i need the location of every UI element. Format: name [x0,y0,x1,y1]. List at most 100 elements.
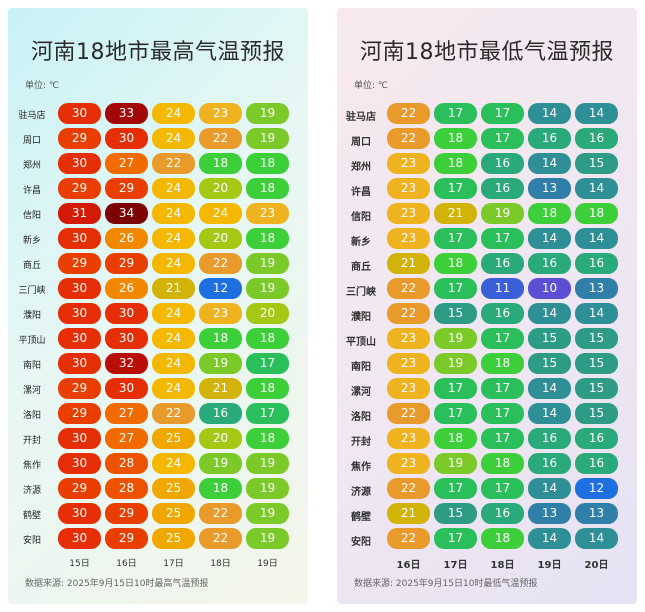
temp-cell: 15 [434,303,477,324]
temp-cell: 30 [58,103,101,124]
temp-cell: 12 [575,478,618,499]
temp-cell: 29 [105,503,148,524]
temp-cell: 19 [199,453,242,474]
temp-cell: 29 [58,478,101,499]
temp-cell: 16 [528,428,571,449]
temp-cell: 23 [387,203,430,224]
temp-cell: 13 [528,178,571,199]
city-label: 驻马店 [346,112,376,123]
temp-cell: 24 [152,228,195,249]
temp-cell: 15 [528,353,571,374]
temp-cell: 15 [575,403,618,424]
temp-cell: 30 [105,378,148,399]
temp-cell: 26 [105,228,148,249]
temp-cell: 34 [105,203,148,224]
temp-cell: 30 [105,328,148,349]
temp-cell: 18 [528,203,571,224]
temp-cell: 24 [152,453,195,474]
city-label: 平顶山 [346,337,376,348]
temp-cell: 25 [152,528,195,549]
temp-cell: 12 [199,278,242,299]
temp-cell: 22 [199,503,242,524]
temp-cell: 19 [199,353,242,374]
temp-cell: 14 [575,178,618,199]
temp-cell: 32 [105,353,148,374]
temp-cell: 16 [481,503,524,524]
temp-cell: 29 [105,253,148,274]
temp-cell: 29 [58,253,101,274]
temp-cell: 14 [528,478,571,499]
temp-cell: 16 [575,428,618,449]
city-label: 濮阳 [22,311,41,321]
temp-cell: 16 [481,253,524,274]
temp-cell: 17 [246,353,289,374]
temp-cell: 18 [246,153,289,174]
temp-cell: 31 [58,203,101,224]
city-label: 洛阳 [22,411,41,421]
temp-cell: 22 [387,103,430,124]
city-label: 商丘 [22,261,41,271]
temp-cell: 10 [528,278,571,299]
temp-cell: 24 [152,178,195,199]
temp-cell: 30 [105,128,148,149]
temp-cell: 17 [481,328,524,349]
temp-cell: 17 [434,103,477,124]
temp-cell: 17 [434,378,477,399]
temp-cell: 15 [434,503,477,524]
temp-cell: 18 [481,528,524,549]
unit-label: 单位: ℃ [25,81,60,91]
temp-cell: 23 [387,428,430,449]
temp-cell: 15 [575,153,618,174]
temp-cell: 20 [246,303,289,324]
temp-cell: 24 [152,203,195,224]
temp-cell: 16 [528,453,571,474]
temp-cell: 30 [58,303,101,324]
city-label: 开封 [351,437,371,448]
temp-cell: 17 [481,228,524,249]
chart-title: 河南18地市最低气温预报 [360,40,614,65]
temp-cell: 25 [152,478,195,499]
temp-cell: 14 [575,303,618,324]
temp-cell: 22 [199,253,242,274]
temp-cell: 11 [481,278,524,299]
temp-cell: 18 [199,153,242,174]
temp-cell: 17 [434,403,477,424]
temp-cell: 27 [105,403,148,424]
temp-cell: 27 [105,428,148,449]
data-source: 数据来源: 2025年9月15日10时最高气温预报 [25,579,209,589]
city-label: 郑州 [22,161,41,171]
temp-cell: 29 [58,378,101,399]
temp-cell: 17 [434,528,477,549]
temp-cell: 19 [246,528,289,549]
city-label: 焦作 [22,461,41,471]
day-label: 16日 [396,560,421,571]
day-label: 15日 [69,559,90,569]
city-label: 焦作 [351,462,371,473]
temp-cell: 14 [575,103,618,124]
temp-cell: 16 [528,128,571,149]
temp-cell: 16 [528,253,571,274]
temp-cell: 21 [387,503,430,524]
temp-cell: 14 [528,528,571,549]
temp-cell: 30 [58,503,101,524]
temp-cell: 29 [105,178,148,199]
temp-cell: 18 [246,378,289,399]
city-label: 鹤壁 [22,511,41,521]
temp-cell: 17 [481,378,524,399]
temp-cell: 24 [152,353,195,374]
temp-cell: 30 [58,278,101,299]
temp-cell: 18 [199,328,242,349]
temp-cell: 28 [105,478,148,499]
temp-cell: 17 [481,128,524,149]
day-label: 18日 [490,560,515,571]
data-source: 数据来源: 2025年9月15日10时最低气温预报 [354,579,538,589]
temp-cell: 18 [246,428,289,449]
temp-cell: 30 [58,428,101,449]
temp-cell: 18 [199,478,242,499]
temp-cell: 22 [152,403,195,424]
city-label: 安阳 [351,537,371,548]
temp-cell: 18 [246,178,289,199]
city-label: 三门峡 [18,286,46,296]
temp-cell: 16 [481,153,524,174]
temp-cell: 18 [481,353,524,374]
